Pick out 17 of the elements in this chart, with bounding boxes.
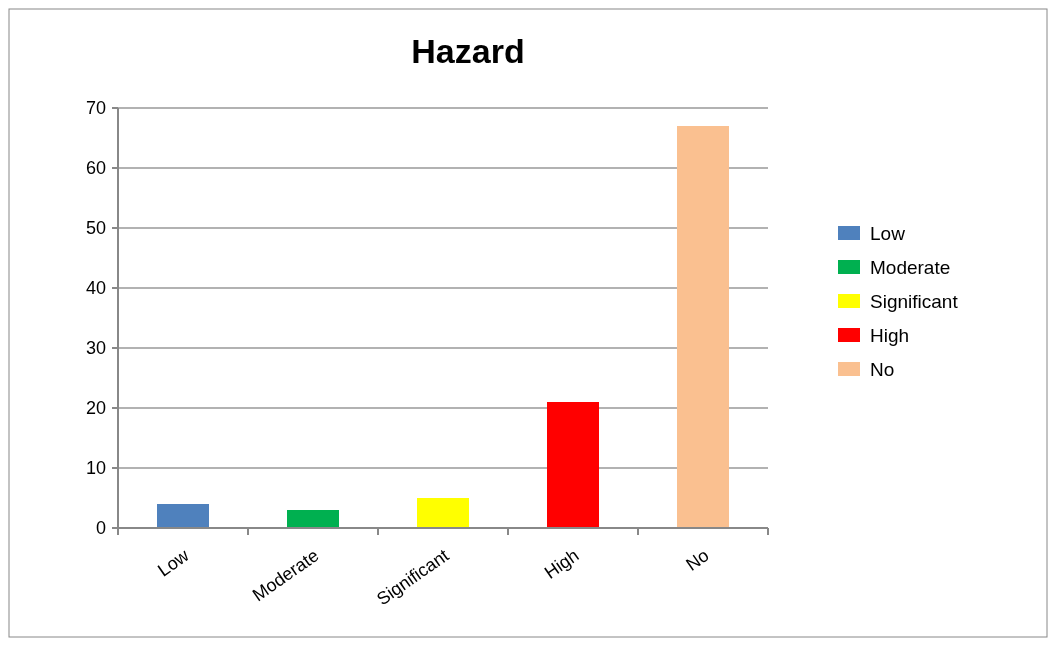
y-tick-label: 10: [85, 458, 106, 479]
y-tick-label: 20: [85, 398, 106, 419]
x-tick-label: High: [540, 545, 583, 583]
x-tick-label: Low: [153, 544, 194, 581]
legend-label: No: [870, 358, 895, 380]
x-tick-label: No: [682, 545, 713, 575]
chart-title: Hazard: [411, 32, 525, 70]
legend-label: Low: [870, 222, 906, 244]
legend-label: High: [870, 324, 910, 346]
y-tick-label: 60: [85, 158, 106, 179]
y-tick-label: 40: [85, 278, 106, 299]
legend-label: Significant: [870, 290, 959, 312]
y-tick-label: 70: [85, 98, 106, 119]
y-tick-label: 0: [95, 518, 106, 539]
y-tick-label: 30: [85, 338, 106, 359]
legend-label: Moderate: [870, 256, 951, 278]
y-tick-label: 50: [85, 218, 106, 239]
